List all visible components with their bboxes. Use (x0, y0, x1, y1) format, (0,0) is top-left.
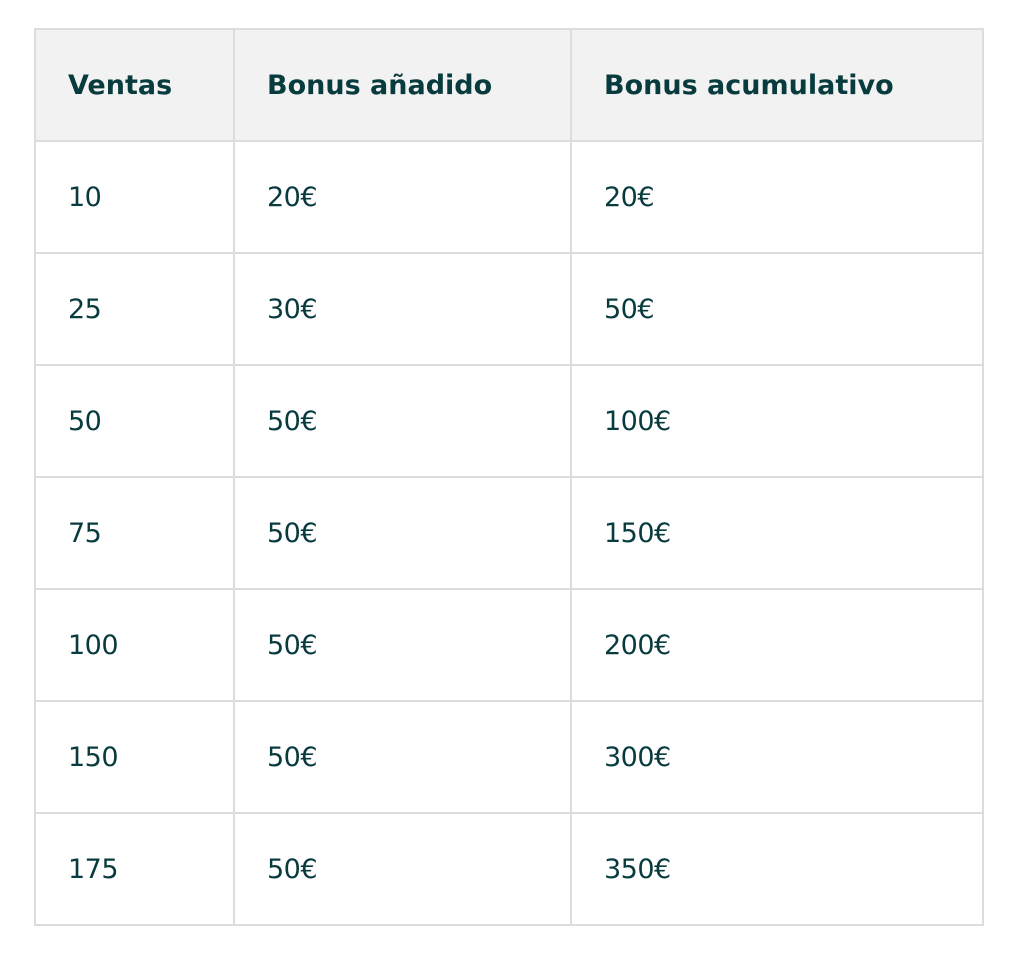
cell-bonus-acumulativo: 100€ (570, 364, 984, 478)
cell-bonus-acumulativo: 300€ (570, 700, 984, 814)
table-row: 25 30€ 50€ (34, 252, 984, 366)
cell-ventas: 175 (34, 812, 235, 926)
cell-ventas: 50 (34, 364, 235, 478)
table-body: 10 20€ 20€ 25 30€ 50€ 50 50€ 100€ 75 50€ 150€ 100 50€… (34, 140, 984, 926)
table-row: 175 50€ 350€ (34, 812, 984, 926)
cell-ventas: 10 (34, 140, 235, 254)
bonus-table: Ventas Bonus añadido Bonus acumulativo 1… (34, 28, 984, 926)
cell-bonus-acumulativo: 20€ (570, 140, 984, 254)
cell-bonus-anadido: 50€ (233, 588, 572, 702)
header-ventas: Ventas (34, 28, 235, 142)
table-row: 150 50€ 300€ (34, 700, 984, 814)
table-row: 75 50€ 150€ (34, 476, 984, 590)
cell-bonus-anadido: 50€ (233, 476, 572, 590)
cell-ventas: 25 (34, 252, 235, 366)
cell-bonus-anadido: 30€ (233, 252, 572, 366)
table-row: 10 20€ 20€ (34, 140, 984, 254)
header-bonus-anadido: Bonus añadido (233, 28, 572, 142)
cell-bonus-acumulativo: 200€ (570, 588, 984, 702)
table-row: 100 50€ 200€ (34, 588, 984, 702)
cell-bonus-anadido: 50€ (233, 364, 572, 478)
cell-bonus-anadido: 50€ (233, 812, 572, 926)
cell-ventas: 75 (34, 476, 235, 590)
cell-ventas: 100 (34, 588, 235, 702)
cell-bonus-acumulativo: 350€ (570, 812, 984, 926)
cell-bonus-acumulativo: 150€ (570, 476, 984, 590)
cell-bonus-anadido: 50€ (233, 700, 572, 814)
table-row: 50 50€ 100€ (34, 364, 984, 478)
table-header-row: Ventas Bonus añadido Bonus acumulativo (34, 28, 984, 142)
cell-bonus-anadido: 20€ (233, 140, 572, 254)
cell-ventas: 150 (34, 700, 235, 814)
header-bonus-acumulativo: Bonus acumulativo (570, 28, 984, 142)
cell-bonus-acumulativo: 50€ (570, 252, 984, 366)
